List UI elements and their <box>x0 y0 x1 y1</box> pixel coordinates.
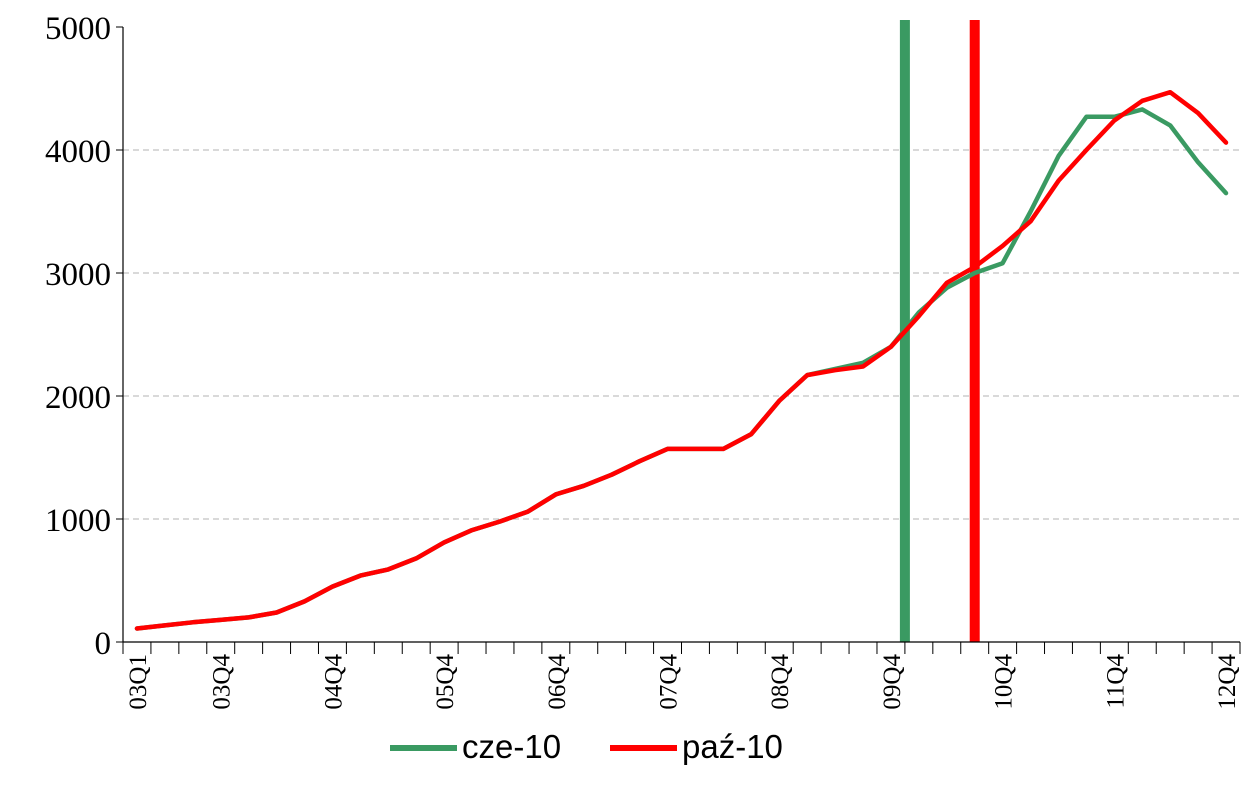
y-tick-label: 1000 <box>45 503 111 539</box>
y-tick-label: 0 <box>95 626 112 662</box>
y-tick-label: 5000 <box>45 11 111 47</box>
x-tick-label: 09Q4 <box>879 654 906 710</box>
x-tick-label: 04Q4 <box>320 654 347 710</box>
series-lines <box>134 89 1229 631</box>
x-tick-label: 06Q4 <box>544 654 571 710</box>
y-tick-label: 4000 <box>45 134 111 170</box>
series-line-paź-10 <box>134 89 1229 631</box>
x-tick-label: 05Q4 <box>432 654 459 710</box>
x-tick-label: 07Q4 <box>656 654 683 710</box>
x-tick-label: 08Q4 <box>767 654 794 710</box>
series-line-cze-10 <box>134 107 1229 631</box>
gridlines <box>123 149 1240 520</box>
legend-label: cze-10 <box>462 728 561 765</box>
x-tick-label: 03Q4 <box>209 654 236 710</box>
legend: cze-10 paź-10 <box>390 728 783 765</box>
x-tick-label: 11Q4 <box>1102 654 1129 709</box>
vertical-markers <box>899 20 980 642</box>
x-tick-label: 10Q4 <box>991 654 1018 710</box>
x-tick-label: 03Q1 <box>125 654 152 710</box>
y-tick-label: 2000 <box>45 380 111 416</box>
y-tick-label: 3000 <box>45 257 111 293</box>
x-tick-label: 12Q4 <box>1214 654 1241 710</box>
axes: 0 1000 2000 3000 4000 5000 03Q1 03Q4 04Q4 05Q4 06Q… <box>45 11 1241 710</box>
legend-label: paź-10 <box>682 728 783 765</box>
